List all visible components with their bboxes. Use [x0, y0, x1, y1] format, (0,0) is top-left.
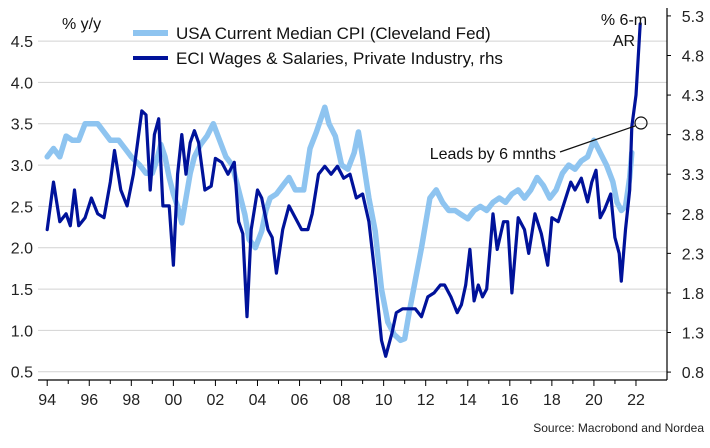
series-layer: [44, 22, 642, 358]
x-tick-label: 04: [249, 392, 267, 409]
left-tick-label: 0.5: [11, 365, 33, 382]
axes: [38, 8, 668, 381]
right-tick-label: 5.3: [682, 9, 704, 26]
left-axis-ticks: 0.5 1.0 1.5 2.0 2.5 3.0 3.5 4.0 4.5: [11, 34, 33, 382]
x-tick-label: 06: [291, 392, 309, 409]
left-tick-label: 4.0: [11, 75, 33, 92]
right-axis-ticks: 0.8 1.3 1.8 2.3 2.8 3.3 3.8 4.3 4.8 5.3: [667, 9, 704, 382]
x-tick-label: 18: [543, 392, 561, 409]
right-tick-label: 1.8: [682, 286, 704, 303]
x-tick-label: 08: [333, 392, 351, 409]
right-tick-label: 2.3: [682, 246, 704, 263]
right-tick-label: 3.8: [682, 128, 704, 145]
x-tick-label: 94: [38, 392, 56, 409]
x-tick-label: 14: [459, 392, 477, 409]
legend-label-cpi: USA Current Median CPI (Cleveland Fed): [176, 24, 491, 43]
left-axis-unit: % y/y: [62, 16, 101, 33]
annotation-text: Leads by 6 mnths: [430, 146, 556, 163]
x-tick-label: 96: [80, 392, 98, 409]
series-line-cpi: [44, 104, 635, 344]
left-tick-label: 2.0: [11, 241, 33, 258]
annotation: Leads by 6 mnths: [430, 116, 648, 163]
right-axis-unit-line2: AR: [613, 33, 635, 50]
right-tick-label: 4.8: [682, 48, 704, 65]
x-axis-ticks: 94 96 98 00 02 04 06 08 10 12 14 16 18 20 22: [38, 380, 645, 409]
x-tick-label: 22: [627, 392, 645, 409]
x-tick-label: 12: [417, 392, 435, 409]
x-tick-label: 02: [207, 392, 225, 409]
annotation-circle: [634, 116, 648, 130]
right-axis-unit-line1: % 6-m: [601, 12, 647, 29]
left-tick-label: 3.0: [11, 158, 33, 175]
x-tick-label: 16: [501, 392, 519, 409]
annotation-leader-line: [559, 125, 636, 153]
series-line-eci: [45, 22, 642, 358]
source-note: Source: Macrobond and Nordea: [533, 421, 704, 435]
right-tick-label: 3.3: [682, 167, 704, 184]
x-tick-label: 00: [164, 392, 182, 409]
grid-lines: [38, 40, 667, 373]
legend: USA Current Median CPI (Cleveland Fed) E…: [133, 24, 503, 68]
x-tick-label: 10: [375, 392, 393, 409]
right-tick-label: 0.8: [682, 365, 704, 382]
right-tick-label: 2.8: [682, 207, 704, 224]
legend-label-eci: ECI Wages & Salaries, Private Industry, …: [176, 49, 503, 68]
left-tick-label: 1.0: [11, 323, 33, 340]
right-tick-label: 1.3: [682, 326, 704, 343]
left-tick-label: 3.5: [11, 117, 33, 134]
x-tick-label: 98: [122, 392, 140, 409]
left-tick-label: 4.5: [11, 34, 33, 51]
left-tick-label: 2.5: [11, 199, 33, 216]
x-tick-label: 20: [585, 392, 603, 409]
left-tick-label: 1.5: [11, 282, 33, 299]
right-tick-label: 4.3: [682, 88, 704, 105]
